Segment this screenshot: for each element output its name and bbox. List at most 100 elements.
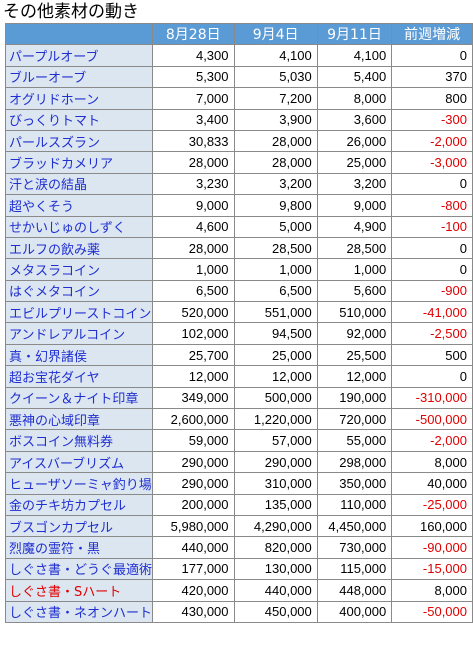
weekly-change-cell: -2,000 bbox=[391, 129, 473, 153]
price-sep4-cell: 290,000 bbox=[233, 450, 318, 474]
weekly-change-cell: -41,000 bbox=[391, 301, 473, 324]
price-sep11-cell: 110,000 bbox=[316, 493, 393, 516]
price-aug28-cell: 177,000 bbox=[152, 557, 235, 581]
table-row: ブルーオーブ 5,300 5,030 5,400 370 bbox=[4, 65, 473, 89]
table-row: 金のチキ坊カプセル 200,000 135,000 110,000 -25,000 bbox=[4, 493, 473, 516]
price-sep4-cell: 1,000 bbox=[233, 258, 318, 281]
item-name-cell: 金のチキ坊カプセル bbox=[4, 493, 154, 516]
price-sep11-cell: 510,000 bbox=[316, 301, 393, 324]
table-row: 真・幻界諸侯 25,700 25,000 25,500 500 bbox=[4, 343, 473, 367]
price-aug28-cell: 5,980,000 bbox=[152, 514, 235, 538]
price-aug28-cell: 4,600 bbox=[152, 215, 235, 238]
price-sep4-cell: 25,000 bbox=[233, 343, 318, 367]
price-sep4-cell: 12,000 bbox=[233, 365, 318, 388]
table-row: しぐさ書・ネオンハート 430,000 450,000 400,000 -50,000 bbox=[4, 600, 473, 623]
table-row: 悪神の心域印章 2,600,000 1,220,000 720,000 -500,000 bbox=[4, 408, 473, 431]
table-row: クイーン＆ナイト印章 349,000 500,000 190,000 -310,000 bbox=[4, 386, 473, 410]
header-item bbox=[4, 22, 154, 46]
table-row: ブスゴンカプセル 5,980,000 4,290,000 4,450,000 160,0… bbox=[4, 514, 473, 538]
weekly-change-cell: -50,000 bbox=[391, 600, 473, 623]
item-name-cell: 烈魔の霊符・黒 bbox=[4, 536, 154, 559]
weekly-change-cell: 370 bbox=[391, 65, 473, 89]
weekly-change-cell: -500,000 bbox=[391, 408, 473, 431]
table-row: アンドレアルコイン 102,000 94,500 92,000 -2,500 bbox=[4, 322, 473, 345]
price-aug28-cell: 420,000 bbox=[152, 579, 235, 602]
weekly-change-cell: 8,000 bbox=[391, 450, 473, 474]
table-row: しぐさ書・Sハート 420,000 440,000 448,000 8,000 bbox=[4, 579, 473, 602]
price-sep11-cell: 26,000 bbox=[316, 129, 393, 153]
price-sep4-cell: 28,000 bbox=[233, 151, 318, 174]
price-sep11-cell: 350,000 bbox=[316, 472, 393, 495]
weekly-change-cell: -15,000 bbox=[391, 557, 473, 581]
price-sep4-cell: 94,500 bbox=[233, 322, 318, 345]
item-name-cell: ボスコイン無料券 bbox=[4, 429, 154, 452]
weekly-change-cell: -2,000 bbox=[391, 429, 473, 452]
weekly-change-cell: 8,000 bbox=[391, 579, 473, 602]
table-row: エルフの飲み薬 28,000 28,500 28,500 0 bbox=[4, 236, 473, 260]
table-row: せかいじゅのしずく 4,600 5,000 4,900 -100 bbox=[4, 215, 473, 238]
price-sep4-cell: 130,000 bbox=[233, 557, 318, 581]
table-row: 烈魔の霊符・黒 440,000 820,000 730,000 -90,000 bbox=[4, 536, 473, 559]
price-table: 8月28日 9月4日 9月11日 前週増減 パープルオーブ 4,300 4,100 4… bbox=[4, 22, 473, 623]
price-sep4-cell: 135,000 bbox=[233, 493, 318, 516]
price-sep11-cell: 3,600 bbox=[316, 108, 393, 131]
item-name-cell: せかいじゅのしずく bbox=[4, 215, 154, 238]
price-aug28-cell: 290,000 bbox=[152, 450, 235, 474]
table-row: 超やくそう 9,000 9,800 9,000 -800 bbox=[4, 194, 473, 217]
item-name-cell: オグリドホーン bbox=[4, 87, 154, 110]
price-sep11-cell: 730,000 bbox=[316, 536, 393, 559]
price-sep11-cell: 4,900 bbox=[316, 215, 393, 238]
header-change: 前週増減 bbox=[391, 22, 473, 46]
price-aug28-cell: 520,000 bbox=[152, 301, 235, 324]
price-sep4-cell: 5,000 bbox=[233, 215, 318, 238]
weekly-change-cell: -310,000 bbox=[391, 386, 473, 410]
price-sep11-cell: 5,600 bbox=[316, 279, 393, 303]
header-date-1: 8月28日 bbox=[152, 22, 235, 46]
price-sep11-cell: 400,000 bbox=[316, 600, 393, 623]
price-sep4-cell: 500,000 bbox=[233, 386, 318, 410]
table-row: エビルプリーストコイン 520,000 551,000 510,000 -41,000 bbox=[4, 301, 473, 324]
item-name-cell: 真・幻界諸侯 bbox=[4, 343, 154, 367]
header-row: 8月28日 9月4日 9月11日 前週増減 bbox=[4, 22, 473, 46]
price-sep11-cell: 12,000 bbox=[316, 365, 393, 388]
weekly-change-cell: 0 bbox=[391, 44, 473, 67]
price-sep4-cell: 28,000 bbox=[233, 129, 318, 153]
price-sep11-cell: 298,000 bbox=[316, 450, 393, 474]
price-sep4-cell: 7,200 bbox=[233, 87, 318, 110]
price-sep4-cell: 9,800 bbox=[233, 194, 318, 217]
weekly-change-cell: 0 bbox=[391, 172, 473, 196]
item-name-cell: パープルオーブ bbox=[4, 44, 154, 67]
weekly-change-cell: 0 bbox=[391, 236, 473, 260]
price-sep11-cell: 4,100 bbox=[316, 44, 393, 67]
item-name-cell: アイスバーブリズム bbox=[4, 450, 154, 474]
item-name-cell: ブラッドカメリア bbox=[4, 151, 154, 174]
header-date-3: 9月11日 bbox=[316, 22, 393, 46]
price-sep11-cell: 1,000 bbox=[316, 258, 393, 281]
price-sep4-cell: 4,100 bbox=[233, 44, 318, 67]
price-aug28-cell: 28,000 bbox=[152, 236, 235, 260]
price-aug28-cell: 4,300 bbox=[152, 44, 235, 67]
table-row: オグリドホーン 7,000 7,200 8,000 800 bbox=[4, 87, 473, 110]
weekly-change-cell: -3,000 bbox=[391, 151, 473, 174]
price-aug28-cell: 430,000 bbox=[152, 600, 235, 623]
price-aug28-cell: 9,000 bbox=[152, 194, 235, 217]
price-sep4-cell: 450,000 bbox=[233, 600, 318, 623]
item-name-cell: ブスゴンカプセル bbox=[4, 514, 154, 538]
item-name-cell: しぐさ書・どうぐ最適術 bbox=[4, 557, 154, 581]
item-name-cell: エルフの飲み薬 bbox=[4, 236, 154, 260]
price-aug28-cell: 290,000 bbox=[152, 472, 235, 495]
price-sep11-cell: 448,000 bbox=[316, 579, 393, 602]
price-sep4-cell: 440,000 bbox=[233, 579, 318, 602]
price-sep4-cell: 4,290,000 bbox=[233, 514, 318, 538]
price-aug28-cell: 3,400 bbox=[152, 108, 235, 131]
price-aug28-cell: 349,000 bbox=[152, 386, 235, 410]
price-sep4-cell: 6,500 bbox=[233, 279, 318, 303]
price-sep11-cell: 92,000 bbox=[316, 322, 393, 345]
price-sep4-cell: 1,220,000 bbox=[233, 408, 318, 431]
weekly-change-cell: 0 bbox=[391, 365, 473, 388]
price-aug28-cell: 2,600,000 bbox=[152, 408, 235, 431]
item-name-cell: エビルプリーストコイン bbox=[4, 301, 154, 324]
weekly-change-cell: -90,000 bbox=[391, 536, 473, 559]
item-name-cell: 超お宝花ダイヤ bbox=[4, 365, 154, 388]
item-name-cell: びっくりトマト bbox=[4, 108, 154, 131]
